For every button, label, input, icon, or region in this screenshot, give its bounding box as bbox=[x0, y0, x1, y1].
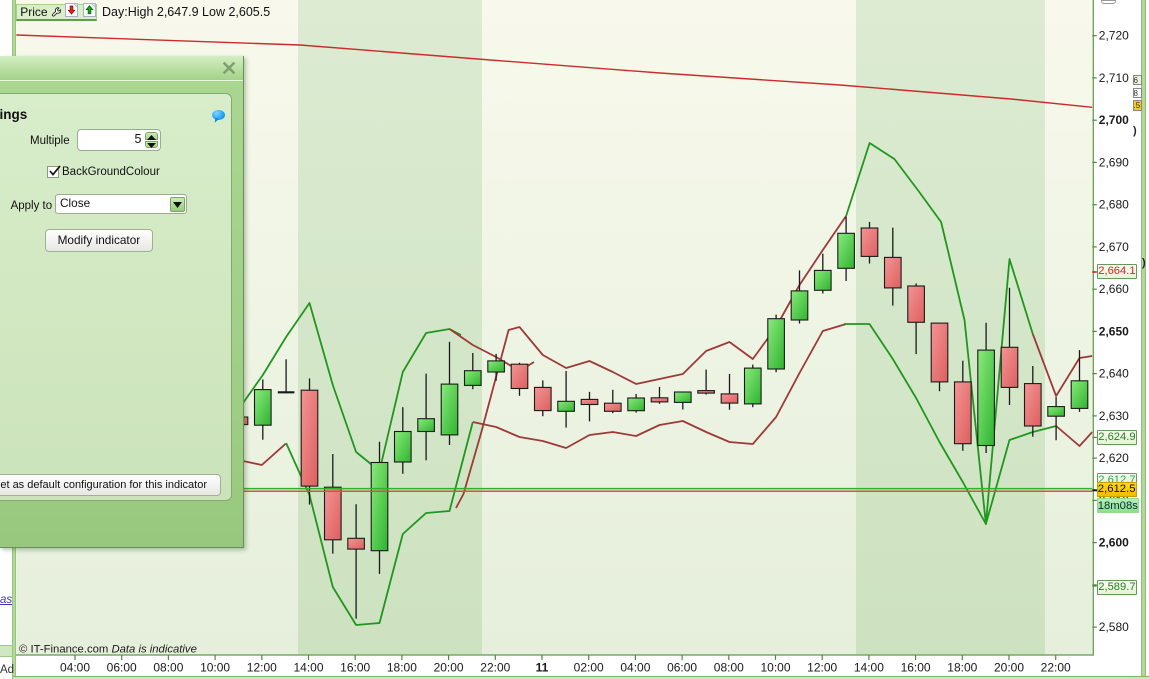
svg-text:20:00: 20:00 bbox=[994, 661, 1024, 675]
svg-text:2,660: 2,660 bbox=[1099, 282, 1129, 296]
svg-text:2,650: 2,650 bbox=[1099, 324, 1129, 338]
svg-text:22:00: 22:00 bbox=[480, 661, 510, 675]
svg-text:2,630: 2,630 bbox=[1099, 409, 1129, 423]
svg-text:2,690: 2,690 bbox=[1099, 155, 1129, 169]
svg-text:2,580: 2,580 bbox=[1099, 620, 1129, 634]
svg-text:06:00: 06:00 bbox=[667, 661, 697, 675]
svg-text:16:00: 16:00 bbox=[340, 661, 370, 675]
svg-text:10:00: 10:00 bbox=[760, 661, 790, 675]
svg-text:2,670: 2,670 bbox=[1099, 240, 1129, 254]
svg-text:2,600: 2,600 bbox=[1099, 536, 1129, 550]
svg-text:10:00: 10:00 bbox=[200, 661, 230, 675]
svg-text:12:00: 12:00 bbox=[807, 661, 837, 675]
svg-text:08:00: 08:00 bbox=[714, 661, 744, 675]
svg-text:22:00: 22:00 bbox=[1041, 661, 1071, 675]
svg-text:18:00: 18:00 bbox=[387, 661, 417, 675]
svg-text:04:00: 04:00 bbox=[620, 661, 650, 675]
svg-text:12:00: 12:00 bbox=[247, 661, 277, 675]
svg-text:2,640: 2,640 bbox=[1099, 367, 1129, 381]
svg-text:2,700: 2,700 bbox=[1099, 113, 1129, 127]
svg-text:06:00: 06:00 bbox=[107, 661, 137, 675]
svg-text:11: 11 bbox=[536, 661, 549, 675]
svg-text:20:00: 20:00 bbox=[434, 661, 464, 675]
svg-text:16:00: 16:00 bbox=[901, 661, 931, 675]
svg-text:2,680: 2,680 bbox=[1099, 198, 1129, 212]
svg-text:02:00: 02:00 bbox=[574, 661, 604, 675]
svg-text:14:00: 14:00 bbox=[854, 661, 884, 675]
svg-text:2,620: 2,620 bbox=[1099, 451, 1129, 465]
svg-text:2,720: 2,720 bbox=[1099, 29, 1129, 43]
svg-text:08:00: 08:00 bbox=[153, 661, 183, 675]
svg-text:18:00: 18:00 bbox=[947, 661, 977, 675]
svg-text:© IT-Finance.com Data is indic: © IT-Finance.com Data is indicative bbox=[19, 643, 197, 655]
svg-text:14:00: 14:00 bbox=[293, 661, 323, 675]
svg-text:2,710: 2,710 bbox=[1099, 71, 1129, 85]
svg-text:04:00: 04:00 bbox=[60, 661, 90, 675]
